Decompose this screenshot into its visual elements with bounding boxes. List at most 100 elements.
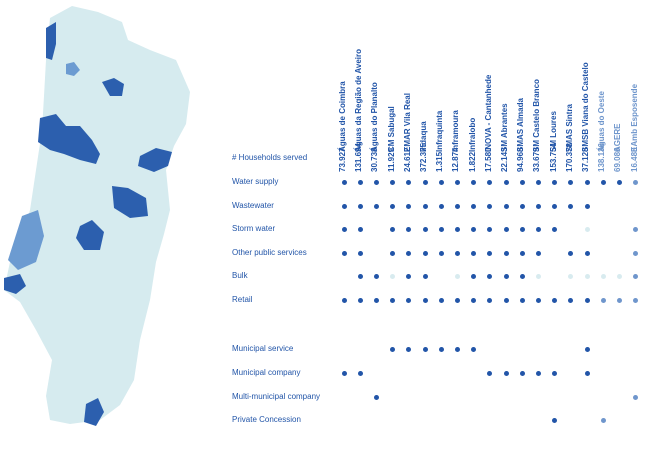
matrix-dot [438,250,444,256]
matrix-dot [454,250,460,256]
matrix-dot [471,203,477,209]
matrix-dot [487,226,493,232]
column-header: SM Castelo Branco [532,79,542,152]
matrix-dot [422,203,428,209]
matrix-dot [633,394,639,400]
column-header: AGERE [613,123,623,152]
matrix-dot [584,297,590,303]
matrix-dot [406,179,412,185]
matrix-dot [600,297,606,303]
matrix-dot [373,273,379,279]
matrix-dot [341,250,347,256]
matrix-dot [552,297,558,303]
matrix-dot [390,346,396,352]
matrix-dot [373,297,379,303]
row-label: Multi-municipal company [232,392,321,401]
row-label: Municipal company [232,368,301,377]
region-vila-real [102,78,124,96]
row-label: Municipal service [232,344,294,353]
matrix-dot [584,203,590,209]
column-header: Infralobo [467,117,477,152]
households-value: 153.754 [548,143,558,172]
matrix-dot [341,203,347,209]
matrix-dot [584,370,590,376]
matrix-dot [422,226,428,232]
matrix-dot [519,297,525,303]
matrix-dot [616,273,622,279]
matrix-dot [438,179,444,185]
row-label: Bulk [232,271,248,280]
matrix-dot [552,179,558,185]
row-label: Retail [232,295,253,304]
matrix-dot [503,370,509,376]
matrix-dot [600,179,606,185]
households-value: 12.874 [451,147,461,172]
matrix-dot [422,297,428,303]
matrix-dot [357,179,363,185]
households-value: 94.968 [516,147,526,172]
matrix-dot [406,203,412,209]
matrix-dot [633,297,639,303]
region-viana [46,22,56,60]
matrix-dot [600,273,606,279]
matrix-dot [633,226,639,232]
matrix-dot [422,273,428,279]
households-value: 16.488 [629,147,639,172]
matrix-dot [584,273,590,279]
matrix-dot [341,179,347,185]
matrix-dot [584,179,590,185]
region-castelo-branco [112,186,148,218]
matrix-dot [616,179,622,185]
matrix-dot [471,346,477,352]
matrix-dot [454,273,460,279]
households-value: 69.086 [613,147,623,172]
region-sabugal [138,148,172,172]
region-lisbon [4,274,26,294]
matrix-dot [503,273,509,279]
matrix-dot [357,273,363,279]
matrix-dot [535,179,541,185]
matrix-dot [633,179,639,185]
matrix-dot [519,179,525,185]
matrix-dot [552,226,558,232]
matrix-dot [471,226,477,232]
column-header: Infraquinta [435,110,445,152]
matrix-dot [373,203,379,209]
matrix-dot [552,203,558,209]
column-header: Indaqua [419,121,428,152]
matrix-dot [373,179,379,185]
matrix-dot [406,297,412,303]
households-value: 138.136 [597,143,607,172]
matrix-dot [568,179,574,185]
matrix-dot [535,250,541,256]
matrix-dot [357,370,363,376]
matrix-dot [454,297,460,303]
matrix-dot [633,250,639,256]
matrix-dot [357,226,363,232]
matrix-dot [406,273,412,279]
row-label: # Households served [232,153,308,162]
households-value: 33.679 [532,147,542,172]
matrix-dot [568,273,574,279]
column-header: SMAS Sintra [564,103,574,152]
matrix-dot [552,370,558,376]
matrix-dot [438,346,444,352]
region-abrantes [76,220,104,250]
matrix-dot [535,297,541,303]
portugal-map [4,6,190,426]
region-algarve [84,398,104,426]
matrix-dot [454,203,460,209]
households-value: 30.738 [370,147,380,172]
households-value: 1.822 [467,151,477,172]
matrix-dot [341,297,347,303]
matrix-dot [357,203,363,209]
matrix-dot [503,203,509,209]
matrix-dot [568,203,574,209]
matrix-dot [584,250,590,256]
matrix-dot [552,417,558,423]
matrix-dot [535,203,541,209]
matrix-dot [357,297,363,303]
matrix-dot [616,297,622,303]
column-header: Inframoura [451,110,461,152]
matrix-dot [487,273,493,279]
